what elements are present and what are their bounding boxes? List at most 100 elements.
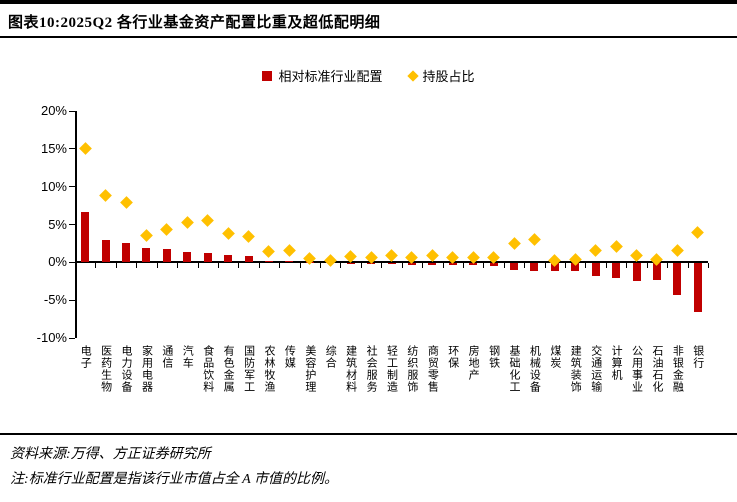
x-tick-label: 医药生物: [99, 345, 112, 393]
diamond-计算机: [609, 240, 623, 253]
x-axis-tick: [381, 263, 383, 269]
diamond-电力设备: [119, 196, 133, 209]
x-axis-tick: [320, 263, 322, 269]
y-axis-tick: [69, 110, 75, 112]
x-tick-label: 国防军工: [242, 345, 255, 393]
x-tick-label: 汽车: [181, 345, 194, 369]
x-axis-tick: [503, 263, 505, 269]
top-border-rule: [0, 0, 737, 4]
y-axis: [75, 111, 77, 338]
diamond-医药生物: [99, 189, 112, 203]
x-tick-label: 农林牧渔: [262, 345, 275, 393]
x-axis-tick: [585, 263, 587, 269]
legend-label-bar: 相对标准行业配置: [278, 69, 383, 84]
x-axis-tick: [524, 263, 526, 269]
bar-建筑材料: [346, 263, 355, 265]
y-axis-tick: [69, 261, 75, 263]
diamond-银行: [691, 226, 705, 240]
x-tick-label: 电子: [79, 345, 92, 369]
diamond-电子: [78, 142, 92, 156]
legend-item-bar: 相对标准行业配置: [262, 66, 383, 85]
diamond-公用事业: [630, 249, 643, 262]
x-tick-label: 钢铁: [487, 345, 500, 369]
bar-series-swatch-icon: [262, 70, 273, 81]
bar-建筑装饰: [571, 263, 580, 272]
x-axis-tick: [299, 263, 301, 269]
chart-legend: 相对标准行业配置 持股占比: [0, 66, 737, 85]
source-note: 资料来源:万得、方正证券研究所: [10, 447, 211, 462]
x-axis-tick: [177, 263, 179, 269]
diamond-传媒: [283, 243, 296, 257]
bar-环保: [448, 263, 457, 266]
x-axis-tick: [605, 263, 607, 269]
y-tick-label: 5%: [48, 216, 67, 232]
diamond-食品饮料: [201, 214, 215, 228]
y-tick-label: -5%: [43, 292, 67, 308]
diamond-有色金属: [221, 227, 235, 240]
bar-国防军工: [244, 255, 253, 263]
x-axis-tick: [95, 263, 97, 269]
x-axis-tick: [687, 263, 689, 269]
x-axis-tick: [340, 263, 342, 269]
legend-item-diamond: 持股占比: [406, 66, 475, 85]
x-tick-label: 传媒: [283, 345, 296, 369]
diamond-基础化工: [507, 237, 521, 250]
x-tick-label: 煤炭: [548, 345, 561, 369]
x-tick-label: 计算机: [610, 345, 623, 381]
x-axis-tick: [197, 263, 199, 269]
y-axis-tick: [69, 337, 75, 339]
x-axis-tick: [360, 263, 362, 269]
x-axis-tick: [279, 263, 281, 269]
x-axis-tick: [462, 263, 464, 269]
diamond-商贸零售: [425, 249, 439, 262]
bar-医药生物: [101, 239, 110, 263]
y-tick-label: -10%: [36, 330, 67, 345]
bar-食品饮料: [203, 253, 212, 263]
x-tick-label: 建筑材料: [344, 345, 357, 393]
x-tick-label: 轻工制造: [385, 345, 398, 393]
bar-计算机: [612, 263, 621, 279]
x-axis-tick: [544, 263, 546, 269]
diamond-农林牧渔: [262, 245, 276, 259]
x-axis-tick: [483, 263, 485, 269]
x-axis-tick: [442, 263, 444, 269]
diamond-综合: [323, 254, 337, 268]
diamond-非银金融: [670, 244, 684, 258]
bar-机械设备: [530, 263, 539, 271]
x-tick-label: 非银金融: [671, 345, 684, 393]
bar-非银金融: [673, 263, 682, 295]
legend-label-diamond: 持股占比: [422, 69, 475, 84]
y-axis-tick: [69, 224, 75, 225]
bar-通信: [162, 249, 171, 263]
y-tick-label: 0%: [48, 254, 67, 270]
x-tick-label: 综合: [324, 345, 337, 369]
x-tick-label: 通信: [160, 345, 173, 369]
x-axis-tick: [136, 263, 138, 269]
figure-title: 图表10:2025Q2 各行业基金资产配置比重及超低配明细: [8, 15, 381, 31]
bar-传媒: [285, 261, 294, 263]
x-axis: [75, 261, 708, 264]
x-axis-tick: [156, 263, 158, 269]
y-axis-tick: [69, 299, 75, 301]
x-axis-tick: [115, 263, 117, 269]
y-tick-label: 20%: [40, 103, 67, 118]
bar-电力设备: [122, 242, 131, 263]
diamond-国防军工: [242, 230, 255, 243]
bar-石油石化: [652, 263, 661, 281]
bar-汽车: [183, 252, 192, 263]
footer-divider-rule: [0, 433, 737, 435]
y-tick-label: 10%: [40, 178, 67, 194]
x-axis-tick: [626, 263, 628, 269]
x-axis-tick: [422, 263, 424, 269]
x-tick-label: 有色金属: [222, 345, 235, 393]
x-tick-label: 交通运输: [589, 345, 602, 393]
x-tick-label: 电力设备: [120, 345, 133, 393]
bar-基础化工: [510, 263, 519, 270]
bar-电子: [81, 211, 90, 263]
x-axis-tick: [75, 263, 76, 269]
x-axis-tick: [565, 263, 567, 269]
bar-交通运输: [591, 263, 600, 276]
y-axis-tick: [69, 148, 75, 150]
x-tick-label: 建筑装饰: [569, 345, 582, 393]
